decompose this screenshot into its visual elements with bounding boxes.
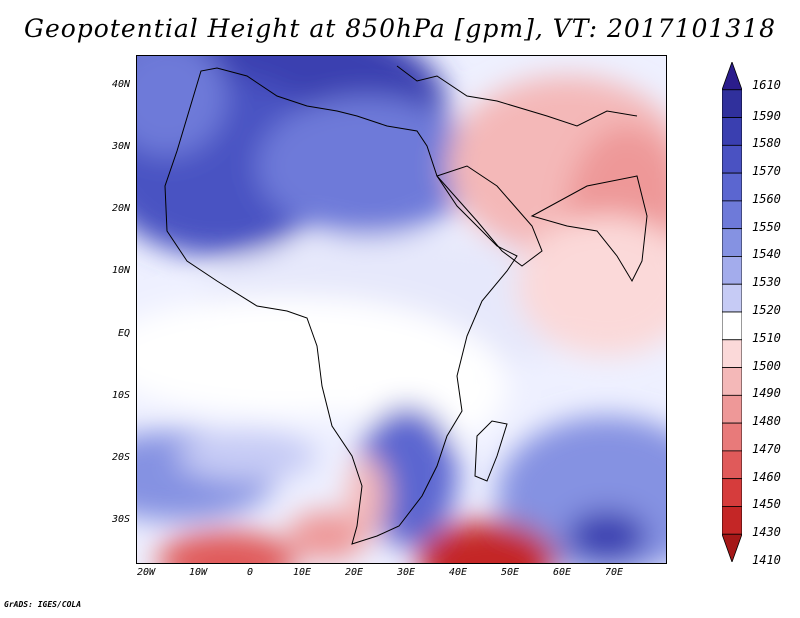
colorbar-label: 1580: [752, 136, 781, 151]
lat-label: 20N: [111, 203, 130, 214]
lat-label: 20S: [111, 452, 130, 463]
colorbar-segment: [722, 422, 742, 452]
lon-label: 40E: [448, 567, 468, 578]
colorbar-label: 1430: [752, 525, 781, 540]
lon-label: 0: [246, 567, 254, 578]
lon-label: 20E: [344, 567, 364, 578]
colorbar-label: 1480: [752, 414, 781, 429]
colorbar-segment: [722, 117, 742, 146]
colorbar-segment: [722, 200, 742, 230]
colorbar-segment: [722, 256, 742, 285]
lon-label: 50E: [500, 567, 520, 578]
colorbar-label: 1560: [752, 191, 781, 206]
colorbar-label: 1540: [752, 247, 781, 262]
lat-label: 30N: [111, 141, 130, 152]
colorbar-segment: [722, 311, 742, 341]
colorbar-label: 1610: [752, 78, 781, 92]
colorbar-label: 1550: [752, 219, 781, 234]
colorbar-segment: [722, 478, 742, 507]
lon-label: 10W: [188, 567, 208, 578]
lat-label: 40N: [111, 79, 130, 90]
colorbar-label: 1510: [752, 330, 781, 345]
colorbar-segment: [722, 172, 742, 202]
footer-credit: GrADS: IGES/COLA: [4, 600, 82, 609]
lat-label: 30S: [111, 514, 130, 525]
lat-label: 10N: [111, 265, 130, 276]
lon-label: 30E: [396, 567, 416, 578]
colorbar-segment: [722, 89, 742, 118]
colorbar-label: 1570: [752, 164, 781, 179]
lon-label: 20W: [136, 567, 156, 578]
colorbar-label: 1530: [752, 275, 781, 290]
colorbar-label: 1590: [752, 108, 781, 123]
colorbar-segment: [722, 339, 742, 368]
colorbar-segment: [722, 394, 742, 424]
colorbar-label: 1450: [752, 497, 781, 512]
colorbar-segment: [722, 533, 742, 562]
lat-label: EQ: [117, 328, 130, 339]
colorbar-segment: [722, 367, 742, 396]
colorbar: [722, 62, 742, 562]
colorbar-segment: [722, 506, 742, 535]
colorbar-segment: [722, 144, 742, 174]
lon-label: 10E: [292, 567, 312, 578]
colorbar-segment: [722, 62, 742, 91]
lon-label: 70E: [604, 567, 624, 578]
colorbar-label: 1490: [752, 386, 781, 401]
chart-title: Geopotential Height at 850hPa [gpm], VT:…: [23, 14, 777, 43]
colorbar-label: 1410: [752, 553, 781, 567]
colorbar-segment: [722, 283, 742, 313]
colorbar-label: 1500: [752, 358, 781, 373]
lon-label: 60E: [552, 567, 572, 578]
height-field-map: [137, 56, 666, 563]
lat-label: 10S: [111, 390, 130, 401]
colorbar-label: 1470: [752, 441, 781, 456]
coastlines: [164, 65, 648, 545]
colorbar-segment: [722, 228, 742, 257]
colorbar-label: 1520: [752, 303, 781, 317]
colorbar-segment: [722, 450, 742, 480]
colorbar-label: 1460: [752, 469, 781, 484]
map-panel: [136, 55, 667, 564]
